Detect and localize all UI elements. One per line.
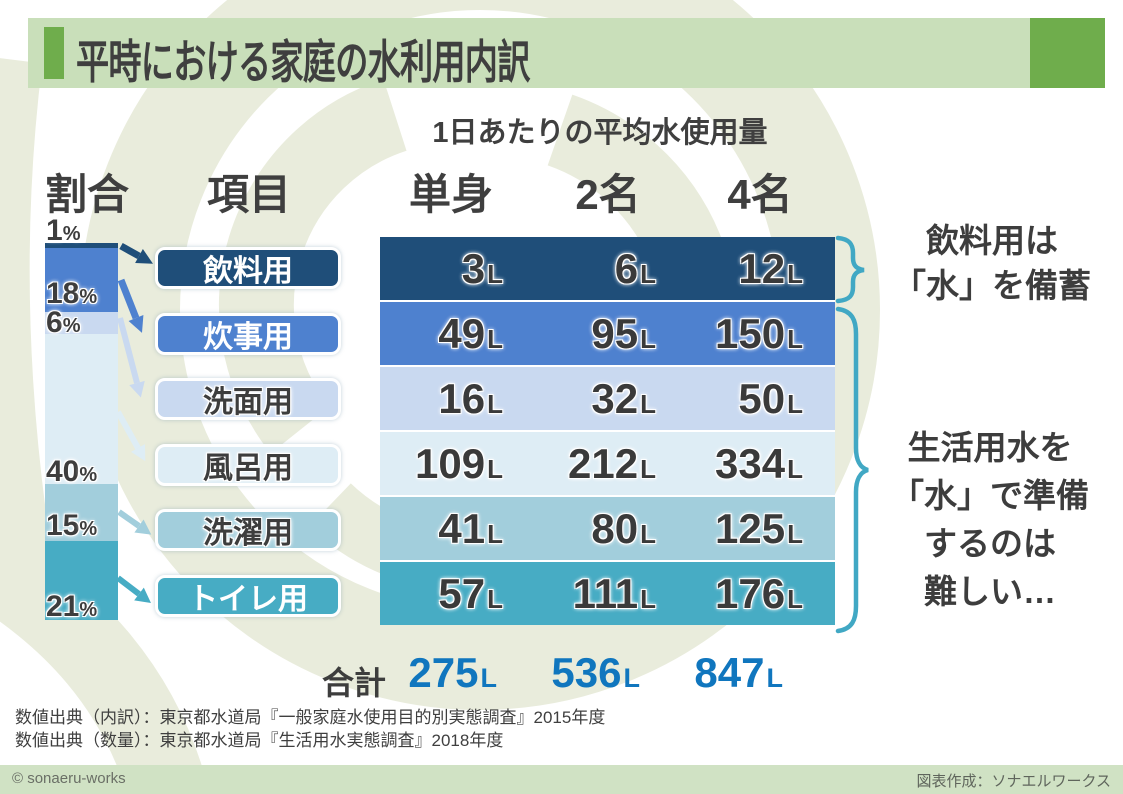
value-cell: 6L — [614, 244, 656, 292]
table-row: 41L 80L 125L — [380, 495, 835, 560]
percent-label: 15% — [46, 509, 98, 542]
value-cell: 16L — [438, 374, 503, 422]
value-cell: 41L — [438, 504, 503, 552]
value-cell: 212L — [568, 439, 656, 487]
bar-segment-cooking — [45, 248, 118, 312]
total-value: 275L — [408, 649, 497, 696]
credit-text: 図表作成：ソナエルワークス — [916, 773, 1111, 790]
page-title: 平時における家庭の水利用内訳 — [76, 36, 530, 88]
value-cell: 111L — [572, 569, 656, 617]
data-sources: 数値出典（内訳）：東京都水道局『一般家庭水使用目的別実態調査』2015年度 数値… — [15, 706, 605, 752]
category-pill-toilet: トイレ用 — [155, 575, 341, 617]
source-line: 数値出典（数量）：東京都水道局『生活用水実態調査』2018年度 — [15, 731, 504, 750]
table-row: 16L 32L 50L — [380, 365, 835, 430]
value-cell: 176L — [715, 569, 803, 617]
category-pill-washing: 洗面用 — [155, 378, 341, 420]
value-cell: 57L — [438, 569, 503, 617]
bar-segment-laundry — [45, 484, 118, 541]
column-header-ratio: 割合 — [44, 171, 130, 218]
percent-label: 21% — [46, 590, 98, 623]
value-cell: 32L — [591, 374, 656, 422]
value-cell: 334L — [715, 439, 803, 487]
total-value: 536L — [551, 649, 640, 696]
value-cell: 109L — [415, 439, 503, 487]
values-table: 3L 6L 12L 49L 95L 150L 16L 32L 50L 109L … — [380, 237, 835, 625]
footer-bar: © sonaeru-works 図表作成：ソナエルワークス — [0, 765, 1123, 794]
copyright-text: © sonaeru-works — [12, 770, 126, 787]
bar-segment-drinking — [45, 243, 118, 248]
value-cell: 95L — [591, 309, 656, 357]
percent-label: 18% — [46, 277, 98, 310]
header-band: 平時における家庭の水利用内訳 — [28, 18, 1105, 88]
column-header-two: 2名 — [575, 171, 641, 218]
header-accent-bar — [44, 27, 64, 79]
category-pill-laundry: 洗濯用 — [155, 509, 341, 551]
category-pill-bath: 風呂用 — [155, 444, 341, 486]
table-row: 109L 212L 334L — [380, 430, 835, 495]
column-header-single: 単身 — [408, 171, 494, 218]
column-header-item: 項目 — [206, 171, 292, 218]
header-corner-square — [1030, 18, 1105, 88]
percent-label: 1% — [46, 214, 81, 247]
value-cell: 125L — [715, 504, 803, 552]
table-row: 3L 6L 12L — [380, 237, 835, 300]
table-subtitle: 1日あたりの平均水使用量 — [432, 117, 768, 149]
value-cell: 80L — [591, 504, 656, 552]
percent-label: 6% — [46, 306, 81, 339]
bar-segment-bath — [45, 334, 118, 484]
ratio-stacked-bar — [45, 243, 118, 620]
column-header-four: 4名 — [727, 171, 793, 218]
annotation-drinking: 飲料用は 「水」を備蓄 — [893, 222, 1091, 304]
table-row: 57L 111L 176L — [380, 560, 835, 625]
category-pill-drinking: 飲料用 — [155, 247, 341, 289]
value-cell: 49L — [438, 309, 503, 357]
bar-segment-toilet — [45, 541, 118, 620]
bar-segment-washing — [45, 312, 118, 334]
value-cell: 12L — [738, 244, 803, 292]
totals-row: 275L 536L 847L — [380, 649, 835, 696]
percent-label: 40% — [46, 455, 98, 488]
value-cell: 50L — [738, 374, 803, 422]
source-line: 数値出典（内訳）：東京都水道局『一般家庭水使用目的別実態調査』2015年度 — [15, 708, 606, 727]
total-value: 847L — [694, 649, 783, 696]
value-cell: 150L — [715, 309, 803, 357]
category-pill-cooking: 炊事用 — [155, 313, 341, 355]
table-row: 49L 95L 150L — [380, 300, 835, 365]
value-cell: 3L — [461, 244, 503, 292]
annotation-domestic: 生活用水を 「水」で準備 するのは 難しい… — [891, 429, 1089, 610]
total-label: 合計 — [322, 665, 387, 701]
